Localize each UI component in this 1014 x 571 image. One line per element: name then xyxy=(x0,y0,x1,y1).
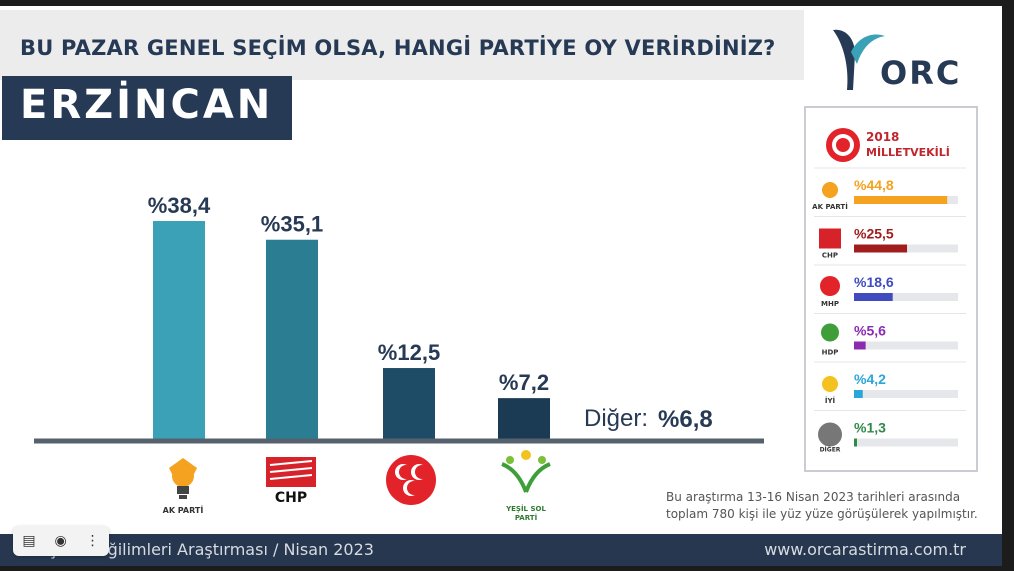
footer: Seçmen Eğilimleri Araştırması / Nisan 20… xyxy=(0,534,1002,566)
side-bar-5 xyxy=(854,390,863,398)
side-track-3 xyxy=(854,293,958,301)
side-bar-1 xyxy=(854,196,948,204)
side-panel-2018: 2018 MİLLETVEKİLİ AK PARTİ %44,8 CHP %25,5 M… xyxy=(804,106,978,472)
orc-logo xyxy=(833,29,885,90)
lens-icon[interactable]: ◉ xyxy=(54,533,67,549)
circle-badge-icon xyxy=(818,422,842,447)
city-title: ERZİNCAN xyxy=(20,82,274,128)
side-value-1: %44,8 xyxy=(854,177,894,193)
brand-text: ORC xyxy=(880,54,962,92)
side-value-5: %4,2 xyxy=(854,371,886,387)
panel-subtitle: MİLLETVEKİLİ xyxy=(866,145,950,159)
side-logo-chp: CHP xyxy=(819,228,841,260)
side-bar-2 xyxy=(854,244,908,253)
tbmm-emblem-icon xyxy=(826,128,860,162)
method-note: Bu araştırma 13-16 Nisan 2023 tarihleri … xyxy=(666,489,986,523)
bar-label-3: %12,5 xyxy=(378,340,440,365)
chp-logo: CHP xyxy=(266,457,316,506)
ysp-logo-label-2: PARTİ xyxy=(515,513,537,522)
headline: BU PAZAR GENEL SEÇİM OLSA, HANGİ PARTİYE… xyxy=(20,36,776,60)
bar-4 xyxy=(498,398,550,439)
side-panel-chart: 2018 MİLLETVEKİLİ AK PARTİ %44,8 CHP %25,5 M… xyxy=(812,128,966,454)
city-banner: ERZİNCAN xyxy=(2,76,292,140)
ysp-logo: YEŞİL SOL PARTİ xyxy=(501,450,551,522)
method-note-line2: toplam 780 kişi ile yüz yüze görüşülerek… xyxy=(666,507,978,521)
side-logo-hdp: HDP xyxy=(821,323,839,357)
side-logo-akp: AK PARTİ xyxy=(812,182,848,211)
chp-logo-label: CHP xyxy=(275,490,307,506)
side-value-6: %1,3 xyxy=(854,420,886,436)
side-logo-label-chp: CHP xyxy=(822,252,838,260)
headline-bar: BU PAZAR GENEL SEÇİM OLSA, HANGİ PARTİYE… xyxy=(0,10,804,80)
side-track-4 xyxy=(854,341,958,350)
side-track-5 xyxy=(854,390,958,398)
bar-2 xyxy=(266,239,318,439)
side-track-6 xyxy=(854,438,958,447)
akp-logo-label: AK PARTİ xyxy=(163,505,204,515)
iyi-sun-icon xyxy=(822,376,838,392)
side-bar-6 xyxy=(854,438,857,447)
lightbulb-icon xyxy=(169,458,197,499)
other-label: Diğer: xyxy=(584,405,648,432)
side-logo-iyi: İYİ xyxy=(822,376,838,405)
more-icon[interactable]: ⋮ xyxy=(85,533,100,549)
side-bar-4 xyxy=(854,341,866,350)
main-chart: %38,4 %35,1 %12,5 %7,2 Diğer: %6,8 AK PARTİ… xyxy=(34,193,764,522)
side-value-2: %25,5 xyxy=(854,226,894,242)
footer-url[interactable]: www.orcarastirma.com.tr xyxy=(764,540,966,559)
akp-logo: AK PARTİ xyxy=(163,458,204,515)
method-note-line1: Bu araştırma 13-16 Nisan 2023 tarihleri … xyxy=(666,490,961,504)
side-logo-label-iyi: İYİ xyxy=(825,396,835,405)
side-logo-label-diger: DİĞER xyxy=(820,447,841,454)
side-logo-diger: DİĞER xyxy=(818,422,842,454)
lightbulb-icon xyxy=(822,182,838,198)
side-value-4: %5,6 xyxy=(854,323,886,339)
tree-icon xyxy=(821,323,839,342)
side-value-3: %18,6 xyxy=(854,274,894,290)
side-logo-label-hdp: HDP xyxy=(822,349,839,357)
six-arrows-icon xyxy=(819,228,841,249)
bar-label-2: %35,1 xyxy=(261,212,323,237)
panel-title: 2018 xyxy=(866,130,899,144)
side-logo-mhp: MHP xyxy=(820,276,840,308)
bar-1 xyxy=(153,221,205,439)
bar-3 xyxy=(383,368,435,439)
side-logo-label-akp: AK PARTİ xyxy=(812,202,848,211)
ysp-logo-label: YEŞİL SOL xyxy=(505,504,546,513)
other-value: %6,8 xyxy=(658,406,713,433)
infographic: BU PAZAR GENEL SEÇİM OLSA, HANGİ PARTİYE… xyxy=(0,6,1002,566)
three-crescents-icon xyxy=(820,276,840,296)
side-bar-3 xyxy=(854,293,893,301)
bookmark-icon[interactable]: ▤ xyxy=(22,533,36,549)
image-toolbar: ▤ ◉ ⋮ xyxy=(13,526,109,556)
footer-title: Seçmen Eğilimleri Araştırması / Nisan 20… xyxy=(28,540,374,559)
bar-label-1: %38,4 xyxy=(148,193,211,218)
tree-people-icon xyxy=(501,450,551,493)
bar-label-4: %7,2 xyxy=(499,370,549,395)
side-logo-label-mhp: MHP xyxy=(821,300,839,308)
mhp-logo xyxy=(386,455,436,505)
